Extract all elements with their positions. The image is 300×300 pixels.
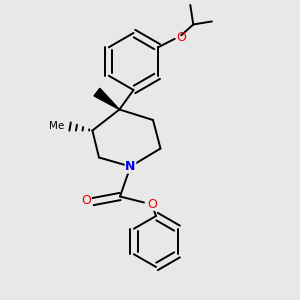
Text: O: O [147, 197, 157, 211]
Text: O: O [176, 31, 186, 44]
Text: O: O [82, 194, 91, 208]
Text: N: N [125, 160, 136, 173]
Polygon shape [94, 88, 119, 109]
Text: Me: Me [49, 121, 64, 131]
